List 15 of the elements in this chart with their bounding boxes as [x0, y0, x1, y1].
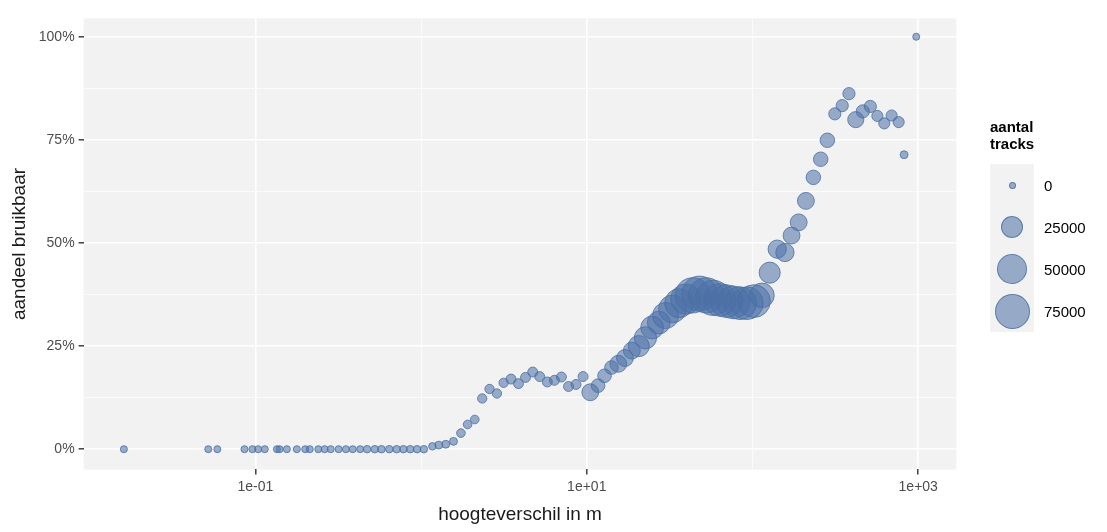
- text: 50000: [1044, 260, 1086, 278]
- y-axis-title: aandeel bruikbaar: [7, 167, 29, 321]
- x-tick-label: 1e+03: [898, 477, 939, 494]
- y-tick-label: 75%: [46, 130, 75, 147]
- y-tick-label: 100%: [38, 27, 75, 44]
- text: 75000: [1044, 302, 1086, 320]
- x-axis-title: hoogteverschil in m: [438, 502, 602, 524]
- y-tick-label: 50%: [46, 233, 75, 250]
- text: 25000: [1044, 218, 1086, 236]
- x-tick-label: 1e-01: [237, 477, 274, 494]
- y-tick-label: 25%: [46, 336, 75, 353]
- x-tick-label: 1e+01: [567, 477, 607, 494]
- legend-title: aantal tracks: [990, 118, 1036, 152]
- text: 0: [1044, 176, 1053, 194]
- y-tick-label: 0%: [54, 440, 75, 457]
